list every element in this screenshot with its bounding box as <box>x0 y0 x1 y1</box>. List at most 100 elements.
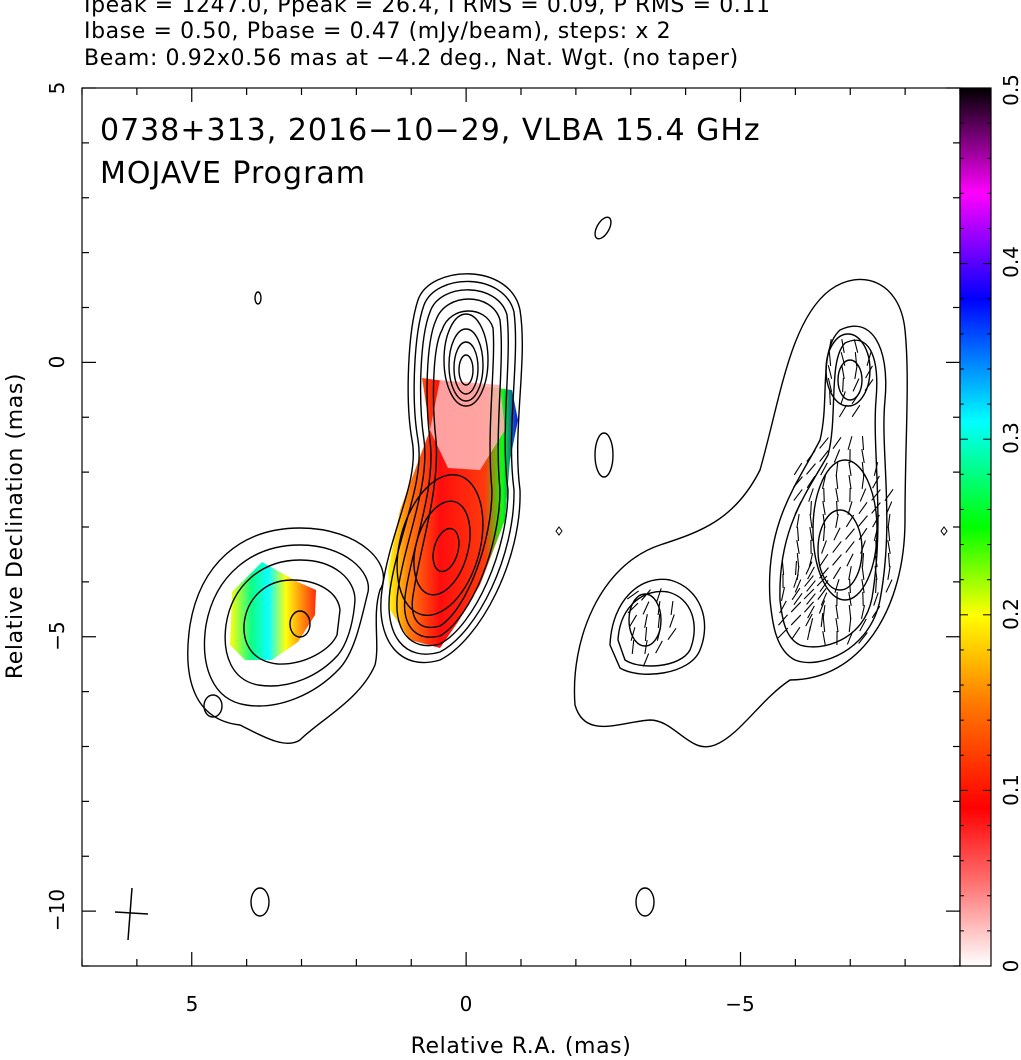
core-polarization-color <box>430 380 505 470</box>
evpa-vector <box>794 560 798 576</box>
evpa-vector <box>841 339 845 353</box>
evpa-vector <box>861 449 865 463</box>
evpa-vector <box>846 631 854 645</box>
evpa-vector <box>874 553 878 567</box>
evpa-vector <box>642 601 650 615</box>
header-line-3: Beam: 0.92x0.56 mas at −4.2 deg., Nat. W… <box>84 46 739 71</box>
evpa-vector <box>860 605 866 619</box>
plot-frame <box>81 87 961 967</box>
evpa-vector <box>778 614 788 626</box>
evpa-vector <box>875 578 877 594</box>
evpa-vector <box>887 513 891 529</box>
y-tick-label: 0 <box>45 356 69 369</box>
evpa-vector <box>821 540 827 554</box>
evpa-vector <box>626 590 640 600</box>
evpa-vector <box>853 339 859 353</box>
evpa-vector <box>851 391 861 405</box>
evpa-vector <box>793 593 803 605</box>
evpa-vector <box>822 604 826 620</box>
evpa-vector <box>861 565 865 581</box>
evpa-vector <box>885 501 893 515</box>
evpa-vector <box>834 579 840 593</box>
evpa-vector <box>631 639 635 655</box>
evpa-vector <box>861 579 865 593</box>
evpa-vector <box>858 502 868 514</box>
evpa-vector <box>828 339 832 353</box>
evpa-vector <box>657 600 661 616</box>
evpa-vector <box>859 488 867 502</box>
evpa-vector <box>627 602 639 614</box>
evpa-vector <box>828 351 832 367</box>
evpa-vector <box>807 605 815 619</box>
evpa-vector <box>874 565 878 581</box>
evpa-vector <box>827 378 833 392</box>
evpa-vector <box>806 475 816 489</box>
evpa-vector <box>833 527 841 541</box>
evpa-vector <box>872 475 880 489</box>
y-axis-label: Relative Declination (mas) <box>3 373 28 679</box>
evpa-vector <box>796 514 800 528</box>
evpa-vector <box>806 463 816 475</box>
evpa-vector <box>794 501 802 515</box>
evpa-vector <box>657 613 661 629</box>
evpa-vector <box>793 574 799 588</box>
evpa-vector <box>858 527 868 541</box>
evpa-vector <box>832 541 842 553</box>
evpa-vector <box>848 592 852 606</box>
marker-small <box>555 526 563 536</box>
evpa-vector <box>656 627 662 641</box>
evpa-vector <box>847 436 853 450</box>
colorbar-ticks <box>960 87 991 967</box>
evpa-vector <box>670 600 674 616</box>
x-tick-label: 0 <box>460 992 473 1016</box>
evpa-vector <box>832 436 842 450</box>
evpa-vector <box>861 461 865 477</box>
evpa-vector <box>806 593 816 605</box>
evpa-vector <box>848 617 852 633</box>
evpa-vector <box>810 500 812 516</box>
evpa-vector <box>835 461 839 477</box>
evpa-vector <box>644 626 648 642</box>
x-tick-label: −5 <box>725 992 754 1016</box>
evpa-vector <box>854 365 858 379</box>
evpa-vector <box>628 614 638 628</box>
header-line-2: Ibase = 0.50, Pbase = 0.47 (mJy/beam), s… <box>84 19 672 44</box>
evpa-vector <box>791 587 801 601</box>
polarization-contours <box>573 216 908 917</box>
evpa-vector <box>809 513 813 529</box>
evpa-vector <box>821 475 827 489</box>
evpa-vector <box>669 614 675 628</box>
evpa-vector <box>793 489 803 501</box>
colorbar-tick-label: 0.3 <box>999 422 1021 454</box>
evpa-vector <box>630 627 636 641</box>
evpa-vector <box>819 437 829 449</box>
evpa-vector <box>641 589 651 601</box>
evpa-vector <box>820 462 828 476</box>
evpa-vector <box>835 488 839 502</box>
evpa-vector <box>873 527 879 541</box>
x-tick-label: 5 <box>186 992 199 1016</box>
evpa-vector <box>819 450 829 462</box>
evpa-vector <box>667 627 677 641</box>
evpa-vector <box>655 640 663 654</box>
header-line-1: Ipeak = 1247.0, Ppeak = 26.4, I RMS = 0.… <box>84 0 771 18</box>
evpa-vector <box>806 450 816 462</box>
evpa-vector <box>835 474 839 490</box>
evpa-vector <box>845 541 855 553</box>
evpa-vector <box>847 501 853 515</box>
evpa-vector <box>818 600 826 614</box>
evpa-vector <box>885 579 893 593</box>
x-axis-label: Relative R.A. (mas) <box>411 1034 632 1059</box>
evpa-vector <box>887 526 891 542</box>
plot-subtitle: MOJAVE Program <box>100 156 366 191</box>
evpa-vector <box>780 587 786 601</box>
evpa-vector <box>644 640 648 654</box>
evpa-vector <box>852 378 860 392</box>
evpa-vector <box>827 365 833 379</box>
evpa-vector <box>866 352 872 366</box>
evpa-vector <box>832 554 842 566</box>
evpa-vector <box>840 352 846 366</box>
evpa-vector <box>861 435 865 451</box>
plot-title: 0738+313, 2016−10−29, VLBA 15.4 GHz <box>100 113 761 148</box>
